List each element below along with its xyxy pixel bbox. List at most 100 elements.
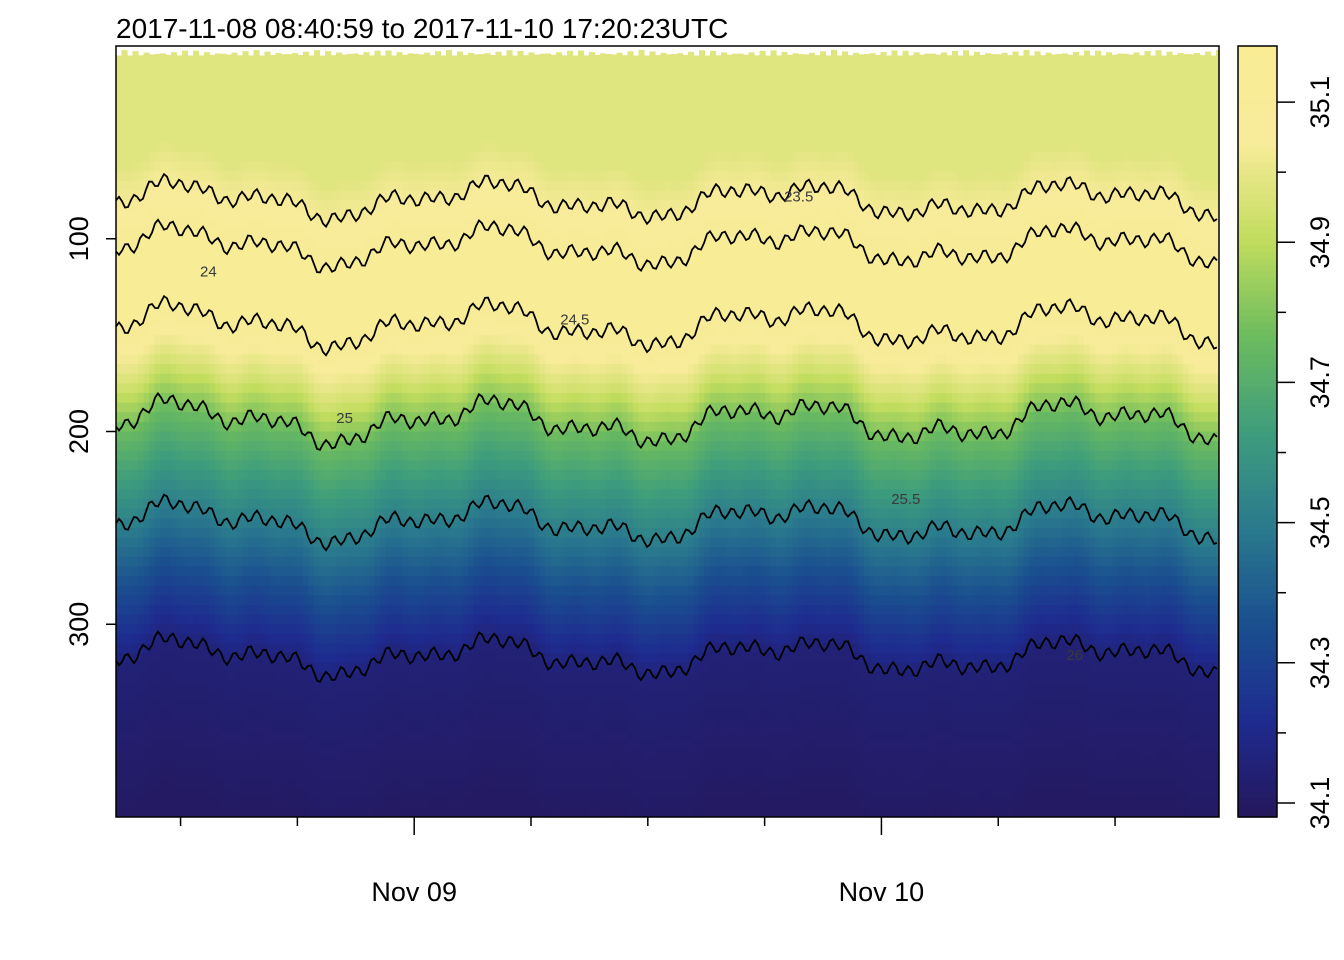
heatmap-cell [220,604,227,616]
heatmap-cell [204,315,211,326]
heatmap-cell [226,123,233,134]
heatmap-column [143,52,150,818]
heatmap-cell [275,53,282,57]
heatmap-cell [336,759,343,770]
heatmap-cell [143,672,150,683]
heatmap-cell [352,315,359,326]
heatmap-cell [374,691,381,702]
heatmap-cell [165,768,172,779]
heatmap-cell [248,807,255,818]
heatmap-cell [369,84,376,95]
heatmap-cell [363,537,370,548]
heatmap-cell [182,152,189,163]
heatmap-cell [435,604,442,616]
heatmap-cell [440,142,447,153]
heatmap-cell [182,421,189,432]
heatmap-cell [407,479,414,490]
heatmap-cell [198,209,205,220]
heatmap-cell [165,113,172,124]
heatmap-cell [297,450,304,461]
heatmap-cell [182,730,189,741]
heatmap-cell [270,701,277,712]
heatmap-cell [297,508,304,519]
heatmap-cell [253,566,260,577]
heatmap-cell [198,479,205,490]
heatmap-cell [127,152,134,163]
heatmap-cell [116,595,123,606]
heatmap-cell [116,171,123,182]
heatmap-cell [143,537,150,548]
heatmap-cell [297,354,304,365]
heatmap-cell [336,103,343,114]
heatmap-cell [127,74,134,86]
heatmap-cell [330,277,337,288]
heatmap-cell [143,682,150,693]
heatmap-cell [435,55,442,66]
heatmap-cell [314,604,321,616]
heatmap-cell [358,797,365,808]
heatmap-cell [204,643,211,654]
heatmap-cell [149,460,156,471]
heatmap-cell [358,421,365,432]
heatmap-cell [440,730,447,741]
heatmap-cell [336,392,343,404]
heatmap-cell [308,209,315,220]
heatmap-cell [259,94,266,105]
heatmap-cell [330,55,337,66]
heatmap-cell [413,489,420,500]
heatmap-cell [374,720,381,731]
heatmap-column [165,54,172,818]
heatmap-cell [237,296,244,307]
heatmap-cell [407,132,414,143]
heatmap-cell [132,65,139,76]
heatmap-cell [143,52,150,57]
heatmap-cell [380,84,387,95]
heatmap-cell [253,576,260,587]
heatmap-cell [270,604,277,616]
heatmap-cell [308,749,315,760]
heatmap-cell [363,267,370,278]
heatmap-cell [193,354,200,365]
heatmap-cell [347,710,354,722]
heatmap-cell [424,84,431,95]
heatmap-cell [308,547,315,558]
heatmap-cell [237,566,244,577]
heatmap-cell [264,576,271,587]
heatmap-cell [446,624,453,635]
heatmap-cell [451,527,458,539]
heatmap-cell [418,344,425,355]
heatmap-cell [424,778,431,789]
heatmap-cell [314,277,321,288]
heatmap-cell [385,161,392,172]
heatmap-cell [314,643,321,654]
heatmap-cell [407,527,414,539]
heatmap-cell [440,123,447,134]
heatmap-cell [435,267,442,278]
heatmap-cell [154,431,161,442]
heatmap-cell [369,566,376,577]
heatmap-cell [264,383,271,394]
heatmap-cell [385,229,392,240]
heatmap-cell [369,152,376,163]
heatmap-cell [336,267,343,278]
heatmap-column [215,53,222,818]
heatmap-cell [198,662,205,673]
heatmap-cell [149,479,156,490]
heatmap-cell [171,55,178,66]
heatmap-cell [402,489,409,500]
heatmap-cell [435,547,442,558]
heatmap-cell [319,364,326,375]
heatmap-cell [281,807,288,818]
heatmap-cell [297,238,304,249]
heatmap-cell [358,431,365,442]
heatmap-cell [154,132,161,143]
heatmap-cell [149,643,156,654]
heatmap-cell [363,585,370,596]
heatmap-cell [352,373,359,384]
heatmap-cell [132,576,139,587]
heatmap-cell [391,604,398,616]
heatmap-cell [292,682,299,693]
heatmap-cell [402,180,409,192]
heatmap-cell [121,286,128,298]
heatmap-cell [429,749,436,760]
